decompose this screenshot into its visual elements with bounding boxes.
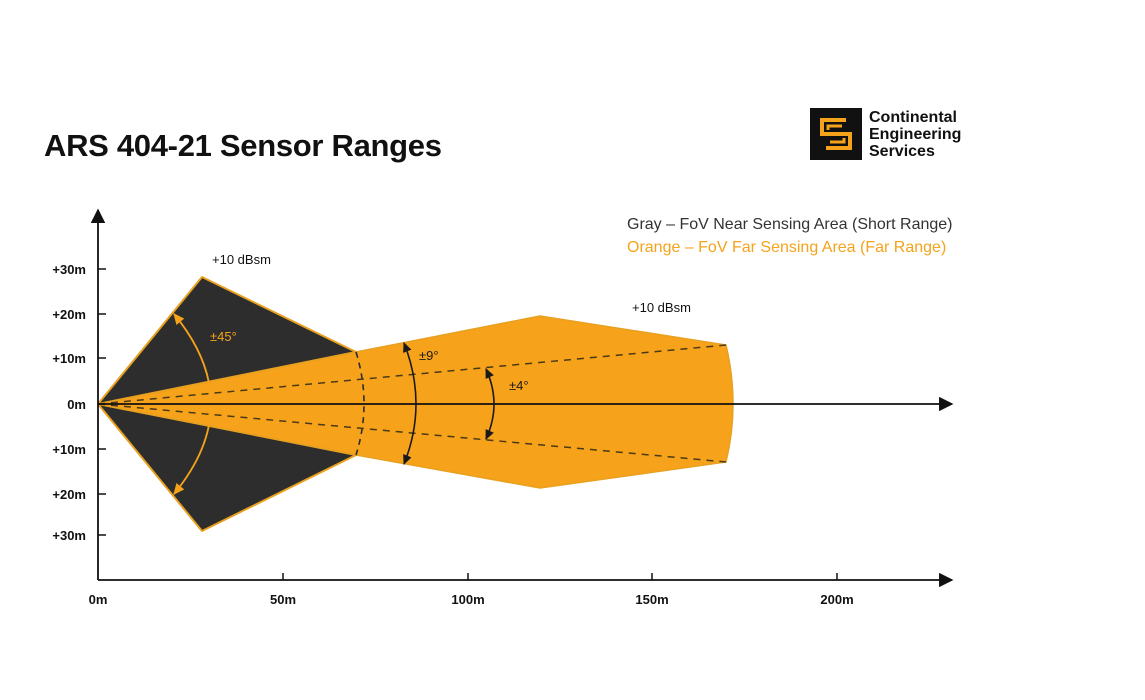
company-logo: Continental Engineering Services (810, 108, 961, 160)
logo-line-2: Engineering (869, 125, 962, 143)
x-tick-label: 0m (89, 592, 108, 607)
x-tick-label: 200m (820, 592, 853, 607)
near-rcs-label: +10 dBsm (212, 252, 271, 267)
near-far-boundary-arc (355, 351, 365, 456)
x-ticks (282, 573, 838, 580)
continental-logo-icon (810, 108, 862, 160)
near-angle-label: ±45° (210, 329, 237, 344)
x-tick-label: 50m (270, 592, 296, 607)
legend: Gray – FoV Near Sensing Area (Short Rang… (627, 213, 953, 259)
far-rcs-label: +10 dBsm (632, 300, 691, 315)
x-tick-label: 150m (635, 592, 668, 607)
logo-line-1: Continental (869, 108, 957, 126)
y-tick-label: +10m (52, 442, 86, 457)
far-beam-upper-dashed (97, 344, 727, 405)
far-outer-angle-label: ±9° (419, 348, 439, 363)
logo-wordmark: Continental Engineering Services (869, 109, 961, 160)
y-ticks (98, 268, 106, 536)
page-title: ARS 404-21 Sensor Ranges (44, 128, 442, 163)
legend-near-range: Gray – FoV Near Sensing Area (Short Rang… (627, 216, 953, 233)
x-tick-label: 100m (451, 592, 484, 607)
y-tick-label: +20m (52, 307, 86, 322)
legend-far-range: Orange – FoV Far Sensing Area (Far Range… (627, 239, 947, 256)
y-tick-label: +10m (52, 351, 86, 366)
y-tick-label: +30m (52, 262, 86, 277)
y-tick-label: +20m (52, 487, 86, 502)
y-tick-label: +30m (52, 528, 86, 543)
y-tick-label: 0m (67, 397, 86, 412)
far-beam-lower-dashed (97, 403, 727, 463)
logo-line-3: Services (869, 142, 935, 160)
far-inner-angle-label: ±4° (509, 378, 529, 393)
